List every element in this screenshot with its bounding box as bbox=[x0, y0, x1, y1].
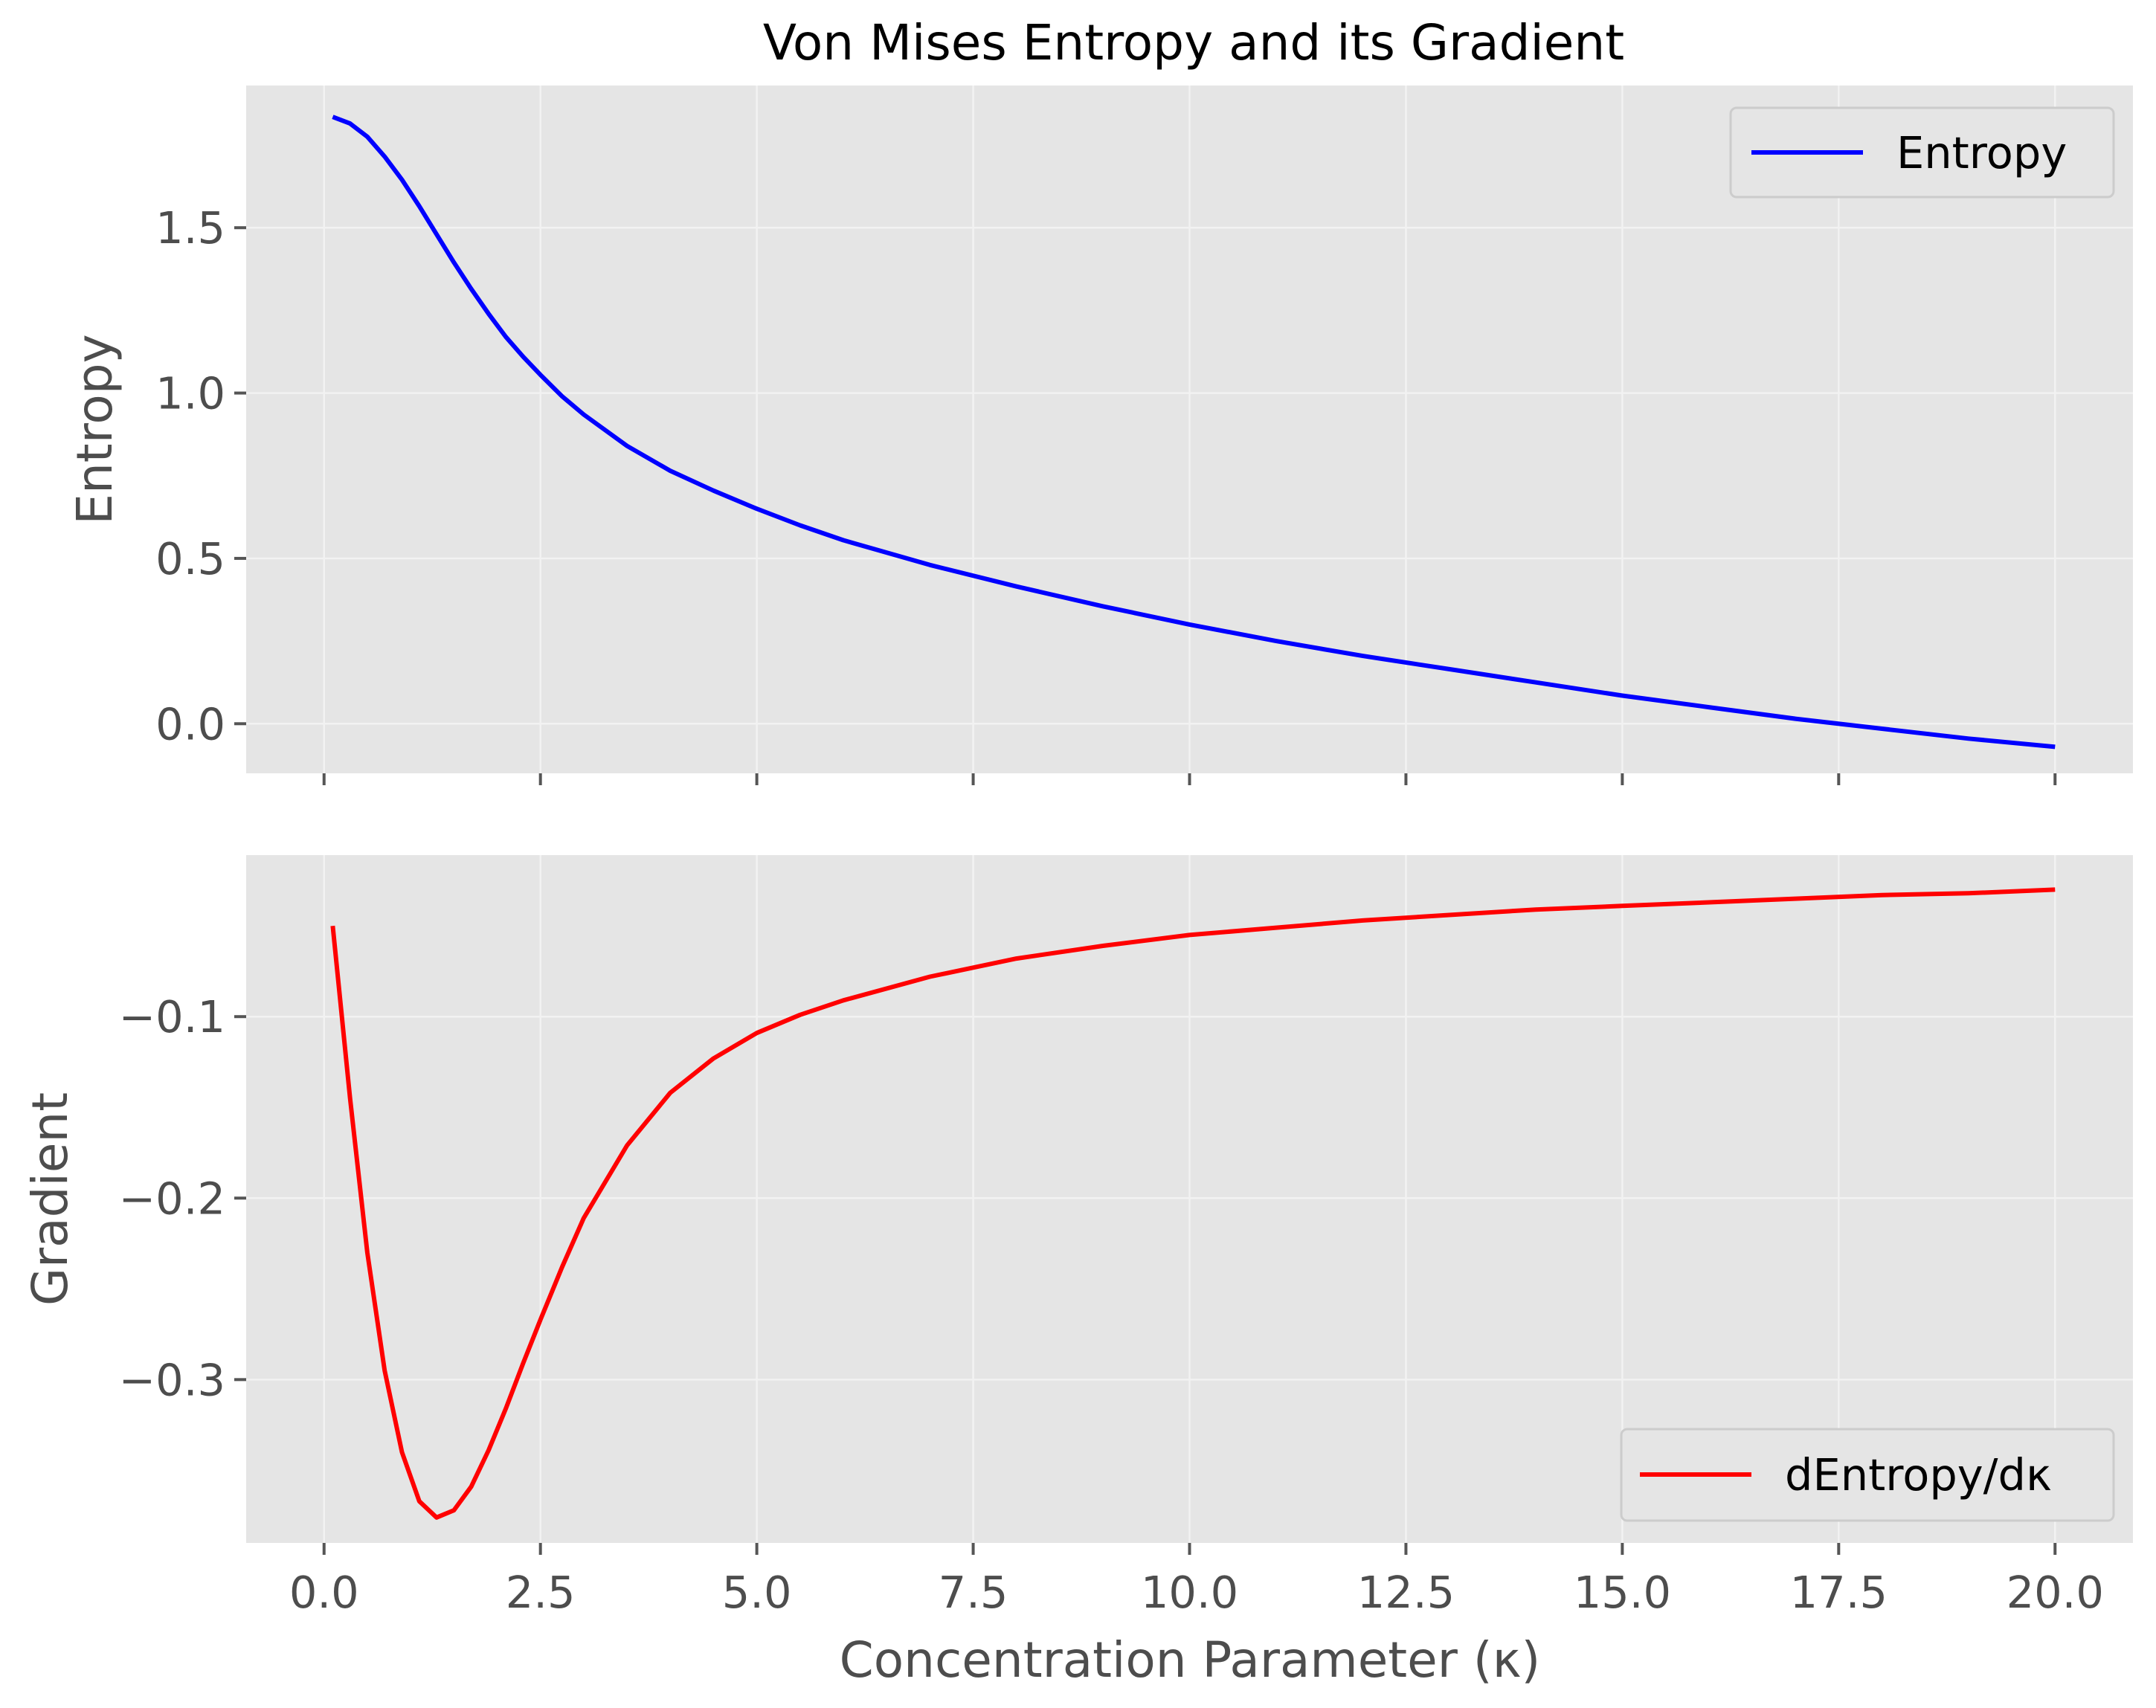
series-line bbox=[330, 887, 2056, 1520]
x-tick-label: 0.0 bbox=[289, 1567, 359, 1618]
gradient-y-axis-label: Gradient bbox=[22, 1092, 79, 1306]
y-tick-label: 1.0 bbox=[155, 368, 225, 419]
gradient-x-ticks: 0.0 2.5 5.0 7.5 10.0 12.5 15.0 17.5 20.0 bbox=[289, 1543, 2104, 1618]
y-tick-label: 1.5 bbox=[155, 202, 225, 254]
y-tick-label: 0.0 bbox=[155, 698, 225, 750]
gradient-legend-label: dEntropy/dκ bbox=[1785, 1449, 2052, 1501]
entropy-y-ticks: 0.0 0.5 1.0 1.5 bbox=[155, 202, 246, 750]
gradient-series bbox=[330, 887, 2056, 1520]
x-tick-label: 20.0 bbox=[2007, 1567, 2104, 1618]
gradient-y-ticks: −0.3 −0.2 −0.1 bbox=[119, 991, 246, 1405]
x-tick-label: 15.0 bbox=[1574, 1567, 1671, 1618]
entropy-x-ticks bbox=[322, 773, 2057, 785]
chart-title: Von Mises Entropy and its Gradient bbox=[763, 14, 1624, 71]
gradient-legend: dEntropy/dκ bbox=[1620, 1428, 2115, 1522]
gradient-legend-box bbox=[1620, 1428, 2115, 1522]
entropy-legend-label: Entropy bbox=[1896, 127, 2067, 178]
entropy-y-axis-label: Entropy bbox=[66, 334, 123, 524]
x-axis-label: Concentration Parameter (κ) bbox=[840, 1631, 1541, 1689]
x-tick-label: 5.0 bbox=[722, 1567, 792, 1618]
entropy-legend: Entropy bbox=[1729, 106, 2115, 199]
y-tick-label: −0.2 bbox=[119, 1173, 225, 1224]
y-tick-label: 0.5 bbox=[155, 533, 225, 584]
x-tick-label: 12.5 bbox=[1357, 1567, 1455, 1618]
y-tick-label: −0.1 bbox=[119, 991, 225, 1042]
series-line bbox=[332, 115, 2056, 750]
y-tick-label: −0.3 bbox=[119, 1354, 225, 1405]
entropy-series bbox=[332, 115, 2056, 750]
gradient-panel: 0.0 2.5 5.0 7.5 10.0 12.5 15.0 17.5 20.0 −0.3−0.… bbox=[22, 855, 2133, 1618]
x-tick-label: 17.5 bbox=[1790, 1567, 1888, 1618]
entropy-legend-box bbox=[1729, 106, 2115, 199]
x-tick-label: 10.0 bbox=[1141, 1567, 1238, 1618]
x-tick-label: 2.5 bbox=[506, 1567, 576, 1618]
entropy-gridlines bbox=[246, 86, 2133, 773]
x-tick-label: 7.5 bbox=[939, 1567, 1008, 1618]
entropy-panel: 0.0 0.5 1.0 1.5 Entropy Entropy bbox=[66, 86, 2133, 785]
